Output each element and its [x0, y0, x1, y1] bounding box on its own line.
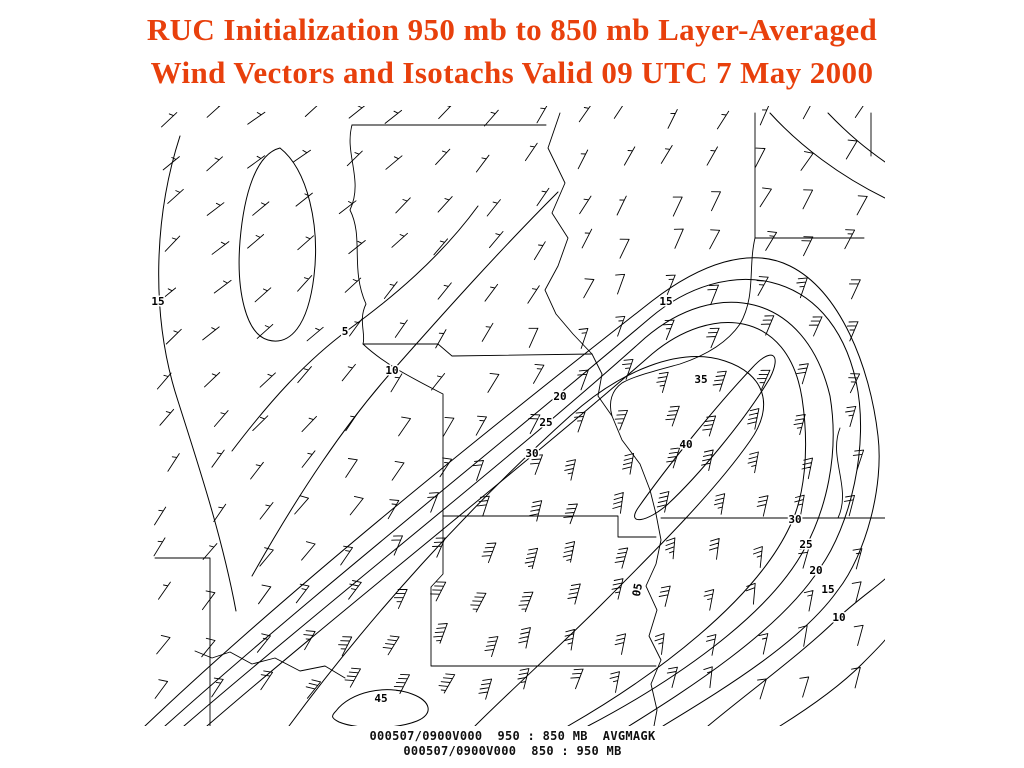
isotach-contour-path — [231, 205, 479, 452]
river-path — [194, 650, 346, 679]
isotach-contour-path — [634, 354, 776, 521]
isotach-label: 40 — [679, 438, 692, 451]
isotach-label: 5 — [342, 325, 349, 338]
state-boundary-path — [154, 557, 211, 726]
isotach-label: 25 — [539, 416, 552, 429]
isotach-label: 25 — [799, 538, 812, 551]
isotach-label: 10 — [385, 364, 398, 377]
state-boundary-path — [362, 343, 593, 357]
river-path — [836, 427, 843, 519]
isotach-contour-path — [206, 322, 807, 726]
map-caption-line-2: 000507/0900V000 850 : 950 MB — [403, 744, 622, 758]
isotach-contours — [144, 112, 885, 726]
wind-barb-glyphs — [153, 106, 868, 700]
map-caption: 000507/0900V000 950 : 850 MB AVGMAGK 000… — [140, 729, 885, 759]
wind-barbs — [153, 106, 868, 700]
isotach-contour-path — [158, 135, 237, 612]
isotach-contour-path — [332, 689, 429, 726]
state-boundaries — [154, 112, 885, 726]
isotach-label: 20 — [553, 390, 566, 403]
isotach-contour-path — [238, 147, 317, 342]
isotach-label: 35 — [694, 373, 707, 386]
isotach-contour-path — [779, 639, 885, 726]
state-boundary-path — [754, 112, 865, 239]
isotach-label: 30 — [788, 513, 801, 526]
map-caption-line-1: 000507/0900V000 950 : 850 MB AVGMAGK — [369, 729, 656, 743]
state-boundary-path — [442, 515, 657, 538]
slide-title: RUC Initialization 950 mb to 850 mb Laye… — [0, 8, 1024, 94]
isotach-contour-path — [251, 191, 559, 577]
isotach-label: 10 — [832, 611, 845, 624]
isotach-contour-path — [827, 112, 885, 163]
river-path — [544, 112, 662, 726]
isotach-contour-path — [183, 301, 834, 726]
isotach-contour-path — [769, 112, 885, 199]
title-line-1: RUC Initialization 950 mb to 850 mb Laye… — [146, 12, 878, 47]
isotach-label: 20 — [809, 564, 822, 577]
isotach-label: 15 — [821, 583, 834, 596]
isotach-contour-path — [707, 578, 885, 726]
isotach-contour-path — [144, 257, 880, 726]
isotach-label: 45 — [374, 692, 387, 705]
state-boundary-path — [349, 124, 367, 345]
isotach-label: 05 — [630, 582, 645, 597]
title-line-2: Wind Vectors and Isotachs Valid 09 UTC 7… — [150, 55, 874, 90]
state-boundary-path — [430, 515, 657, 667]
isotach-contour-path — [288, 356, 765, 726]
isotach-label: 30 — [525, 447, 538, 460]
state-boundary-path — [610, 237, 756, 417]
isotach-contour-path — [164, 278, 862, 726]
weather-map: 15 5 10 15 20 25 30 35 40 30 25 20 15 10 05 45 000507/0… — [140, 106, 885, 759]
isotach-label: 15 — [659, 295, 672, 308]
state-boundary-path — [362, 343, 444, 517]
isotach-label: 15 — [151, 295, 164, 308]
